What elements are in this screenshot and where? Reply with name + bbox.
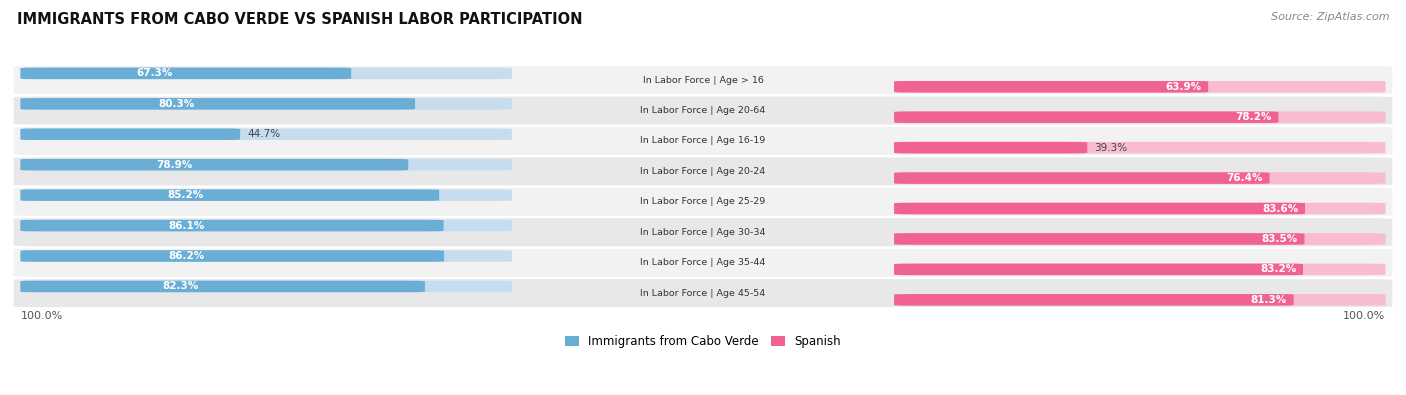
Text: 81.3%: 81.3%	[1250, 295, 1286, 305]
FancyBboxPatch shape	[14, 188, 1392, 216]
FancyBboxPatch shape	[14, 279, 1392, 307]
FancyBboxPatch shape	[894, 233, 1385, 245]
FancyBboxPatch shape	[21, 250, 512, 262]
FancyBboxPatch shape	[894, 203, 1305, 214]
FancyBboxPatch shape	[21, 281, 425, 292]
Text: 76.4%: 76.4%	[1226, 173, 1263, 183]
Text: 63.9%: 63.9%	[1166, 82, 1201, 92]
Text: 80.3%: 80.3%	[159, 99, 195, 109]
Text: 100.0%: 100.0%	[1343, 311, 1385, 321]
Text: In Labor Force | Age 35-44: In Labor Force | Age 35-44	[640, 258, 766, 267]
Text: 85.2%: 85.2%	[167, 190, 204, 200]
Text: 83.2%: 83.2%	[1260, 264, 1296, 275]
FancyBboxPatch shape	[894, 263, 1385, 275]
Legend: Immigrants from Cabo Verde, Spanish: Immigrants from Cabo Verde, Spanish	[560, 331, 846, 353]
FancyBboxPatch shape	[21, 159, 512, 171]
FancyBboxPatch shape	[21, 250, 444, 262]
Text: In Labor Force | Age 20-24: In Labor Force | Age 20-24	[640, 167, 766, 176]
Text: 39.3%: 39.3%	[1094, 143, 1128, 152]
FancyBboxPatch shape	[894, 172, 1385, 184]
FancyBboxPatch shape	[894, 172, 1270, 184]
FancyBboxPatch shape	[14, 157, 1392, 185]
Text: 67.3%: 67.3%	[136, 68, 173, 78]
Text: 83.6%: 83.6%	[1261, 203, 1298, 214]
Text: In Labor Force | Age > 16: In Labor Force | Age > 16	[643, 75, 763, 85]
FancyBboxPatch shape	[894, 111, 1385, 123]
Text: In Labor Force | Age 20-64: In Labor Force | Age 20-64	[640, 106, 766, 115]
FancyBboxPatch shape	[894, 142, 1087, 153]
FancyBboxPatch shape	[21, 68, 351, 79]
FancyBboxPatch shape	[21, 98, 512, 109]
Text: In Labor Force | Age 30-34: In Labor Force | Age 30-34	[640, 228, 766, 237]
FancyBboxPatch shape	[21, 220, 443, 231]
FancyBboxPatch shape	[894, 203, 1385, 214]
FancyBboxPatch shape	[894, 111, 1278, 123]
FancyBboxPatch shape	[21, 189, 512, 201]
Text: 82.3%: 82.3%	[162, 282, 198, 292]
Text: 44.7%: 44.7%	[247, 129, 280, 139]
FancyBboxPatch shape	[14, 127, 1392, 155]
FancyBboxPatch shape	[894, 233, 1305, 245]
Text: In Labor Force | Age 25-29: In Labor Force | Age 25-29	[640, 198, 766, 206]
FancyBboxPatch shape	[14, 218, 1392, 246]
Text: In Labor Force | Age 45-54: In Labor Force | Age 45-54	[640, 289, 766, 298]
FancyBboxPatch shape	[21, 220, 512, 231]
FancyBboxPatch shape	[21, 159, 408, 171]
FancyBboxPatch shape	[894, 263, 1303, 275]
Text: Source: ZipAtlas.com: Source: ZipAtlas.com	[1271, 12, 1389, 22]
FancyBboxPatch shape	[894, 294, 1294, 306]
FancyBboxPatch shape	[894, 81, 1385, 92]
FancyBboxPatch shape	[14, 96, 1392, 124]
Text: 83.5%: 83.5%	[1261, 234, 1298, 244]
Text: 86.1%: 86.1%	[169, 220, 205, 231]
FancyBboxPatch shape	[14, 249, 1392, 277]
Text: 100.0%: 100.0%	[21, 311, 63, 321]
Text: IMMIGRANTS FROM CABO VERDE VS SPANISH LABOR PARTICIPATION: IMMIGRANTS FROM CABO VERDE VS SPANISH LA…	[17, 12, 582, 27]
FancyBboxPatch shape	[894, 81, 1208, 92]
FancyBboxPatch shape	[894, 294, 1385, 306]
FancyBboxPatch shape	[21, 281, 512, 292]
FancyBboxPatch shape	[21, 128, 240, 140]
FancyBboxPatch shape	[21, 98, 415, 109]
Text: 86.2%: 86.2%	[169, 251, 205, 261]
FancyBboxPatch shape	[21, 128, 512, 140]
Text: In Labor Force | Age 16-19: In Labor Force | Age 16-19	[640, 136, 766, 145]
Text: 78.9%: 78.9%	[156, 160, 193, 170]
FancyBboxPatch shape	[21, 68, 512, 79]
FancyBboxPatch shape	[894, 142, 1385, 153]
FancyBboxPatch shape	[14, 66, 1392, 94]
FancyBboxPatch shape	[21, 189, 439, 201]
Text: 78.2%: 78.2%	[1236, 112, 1271, 122]
